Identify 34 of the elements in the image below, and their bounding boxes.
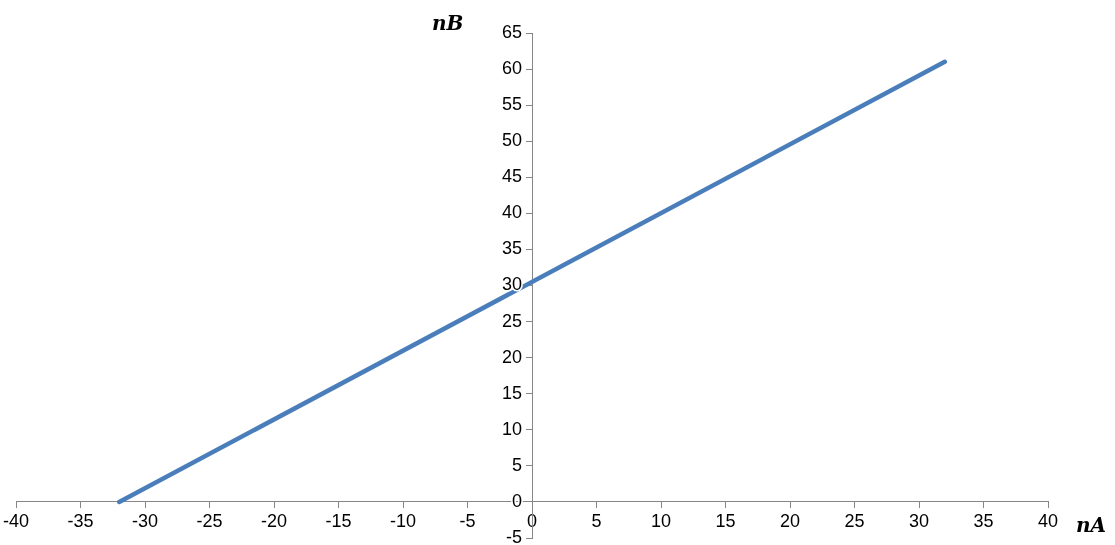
x-tick-label: -20 bbox=[261, 510, 288, 531]
x-tick-label: 35 bbox=[973, 510, 994, 531]
y-tick-label: 65 bbox=[501, 21, 522, 42]
y-tick-label: 25 bbox=[501, 310, 522, 331]
x-tick-label: 5 bbox=[591, 510, 602, 531]
y-tick-label: 5 bbox=[511, 454, 522, 475]
y-axis-title: nB bbox=[432, 11, 464, 35]
x-axis-title: nA bbox=[1076, 512, 1107, 537]
y-tick-label: 30 bbox=[501, 274, 522, 295]
y-tick-label: 15 bbox=[501, 382, 522, 403]
y-tick-label: 55 bbox=[501, 94, 522, 115]
y-tick-label: -5 bbox=[505, 526, 522, 545]
x-tick-label: 30 bbox=[908, 510, 930, 531]
y-tick-label: 0 bbox=[511, 490, 522, 511]
x-tick-label: -40 bbox=[3, 510, 30, 531]
x-tick-label: -15 bbox=[325, 510, 352, 531]
y-tick-label: 40 bbox=[501, 202, 522, 223]
x-tick-label: 10 bbox=[650, 510, 672, 531]
y-tick-label: 10 bbox=[501, 418, 522, 439]
x-tick-label: -10 bbox=[390, 510, 417, 531]
x-tick-label: -5 bbox=[459, 510, 476, 531]
x-tick-label: 40 bbox=[1037, 510, 1059, 531]
y-tick-label: 60 bbox=[501, 58, 522, 79]
x-tick-label: 0 bbox=[527, 510, 538, 531]
x-tick-label: 15 bbox=[715, 510, 736, 531]
x-tick-label: -25 bbox=[196, 510, 223, 531]
x-tick-label: -35 bbox=[67, 510, 94, 531]
y-tick-label: 45 bbox=[501, 166, 522, 187]
x-tick-label: -30 bbox=[132, 510, 159, 531]
y-tick-label: 50 bbox=[501, 130, 522, 151]
x-tick-label: 20 bbox=[779, 510, 801, 531]
y-tick-label: 20 bbox=[501, 346, 522, 367]
x-tick-label: 25 bbox=[844, 510, 865, 531]
y-tick-label: 35 bbox=[501, 238, 522, 259]
